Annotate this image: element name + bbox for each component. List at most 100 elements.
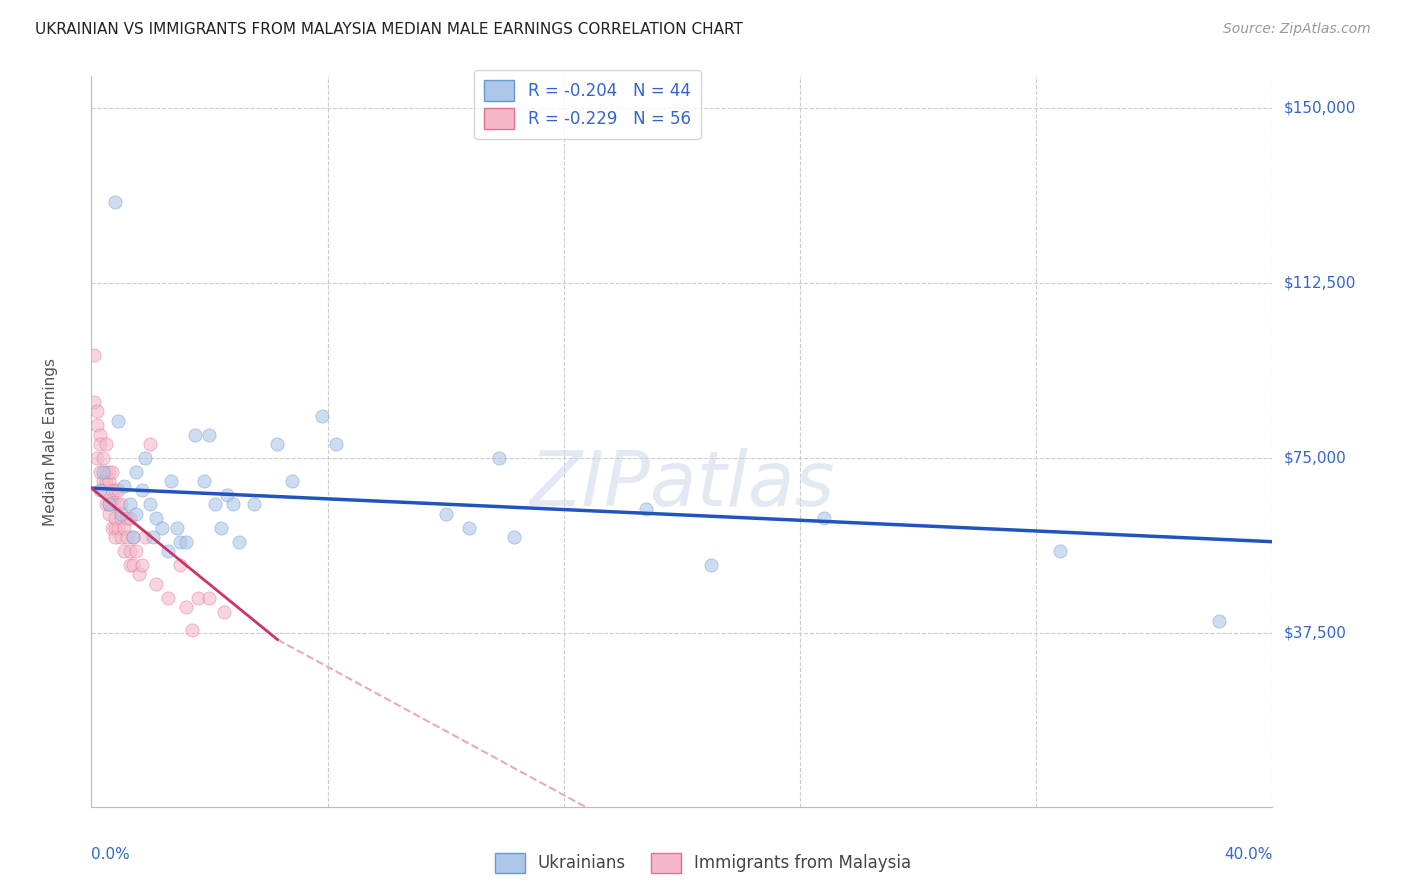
Point [112, 479, 135, 493]
Point [104, 483, 127, 498]
Point [636, 502, 658, 516]
Point [86, 404, 108, 418]
Point [325, 437, 347, 451]
Point [115, 511, 138, 525]
Point [502, 530, 524, 544]
Point [118, 544, 141, 558]
Point [281, 474, 304, 488]
Point [214, 605, 236, 619]
Point [118, 498, 141, 512]
Point [86, 450, 108, 465]
Point [91, 450, 114, 465]
Legend: R = -0.204   N = 44, R = -0.229   N = 56: R = -0.204 N = 44, R = -0.229 N = 56 [474, 70, 700, 139]
Text: Source: ZipAtlas.com: Source: ZipAtlas.com [1223, 22, 1371, 37]
Point [1208, 614, 1230, 628]
Point [124, 465, 148, 479]
Point [134, 530, 156, 544]
Point [160, 474, 183, 488]
Point [157, 544, 180, 558]
Point [89, 437, 111, 451]
Point [187, 591, 209, 605]
Point [266, 437, 288, 451]
Point [98, 465, 121, 479]
Point [118, 558, 141, 572]
Point [101, 492, 124, 507]
Point [128, 567, 150, 582]
Point [89, 465, 111, 479]
Point [198, 427, 221, 442]
Point [145, 511, 167, 525]
Point [83, 348, 105, 362]
Text: $150,000: $150,000 [1284, 101, 1355, 116]
Point [101, 521, 124, 535]
Point [98, 474, 121, 488]
Text: $37,500: $37,500 [1284, 625, 1347, 640]
Point [91, 474, 114, 488]
Text: UKRAINIAN VS IMMIGRANTS FROM MALAYSIA MEDIAN MALE EARNINGS CORRELATION CHART: UKRAINIAN VS IMMIGRANTS FROM MALAYSIA ME… [35, 22, 742, 37]
Point [139, 498, 162, 512]
Point [83, 395, 105, 409]
Point [131, 483, 153, 498]
Text: ZIPatlas: ZIPatlas [529, 449, 835, 523]
Point [104, 521, 127, 535]
Point [107, 483, 129, 498]
Point [96, 498, 118, 512]
Point [169, 534, 191, 549]
Point [107, 413, 129, 427]
Point [104, 511, 127, 525]
Point [91, 465, 114, 479]
Point [183, 427, 207, 442]
Text: Median Male Earnings: Median Male Earnings [42, 358, 58, 525]
Point [121, 530, 143, 544]
Point [110, 511, 132, 525]
Point [101, 465, 124, 479]
Point [142, 530, 165, 544]
Point [813, 511, 835, 525]
Point [209, 521, 232, 535]
Point [217, 488, 239, 502]
Point [204, 498, 226, 512]
Point [434, 507, 457, 521]
Point [110, 507, 132, 521]
Point [157, 591, 180, 605]
Point [107, 498, 129, 512]
Text: 0.0%: 0.0% [91, 847, 131, 863]
Point [222, 498, 245, 512]
Point [193, 474, 215, 488]
Point [228, 534, 250, 549]
Point [96, 437, 118, 451]
Point [139, 437, 162, 451]
Point [112, 521, 135, 535]
Point [118, 511, 141, 525]
Point [89, 427, 111, 442]
Point [104, 194, 127, 209]
Point [101, 483, 124, 498]
Point [121, 530, 143, 544]
Point [198, 591, 221, 605]
Point [121, 558, 143, 572]
Point [115, 530, 138, 544]
Legend: Ukrainians, Immigrants from Malaysia: Ukrainians, Immigrants from Malaysia [488, 847, 918, 880]
Point [700, 558, 723, 572]
Point [166, 521, 188, 535]
Point [458, 521, 481, 535]
Point [311, 409, 333, 423]
Point [91, 483, 114, 498]
Point [112, 544, 135, 558]
Point [124, 507, 148, 521]
Text: 40.0%: 40.0% [1225, 847, 1272, 863]
Text: $112,500: $112,500 [1284, 276, 1355, 291]
Point [98, 498, 121, 512]
Point [96, 465, 118, 479]
Point [180, 624, 202, 638]
Point [107, 521, 129, 535]
Point [96, 474, 118, 488]
Point [174, 599, 197, 614]
Point [169, 558, 191, 572]
Point [131, 558, 153, 572]
Point [150, 521, 173, 535]
Point [86, 418, 108, 433]
Point [101, 498, 124, 512]
Point [110, 530, 132, 544]
Point [104, 530, 127, 544]
